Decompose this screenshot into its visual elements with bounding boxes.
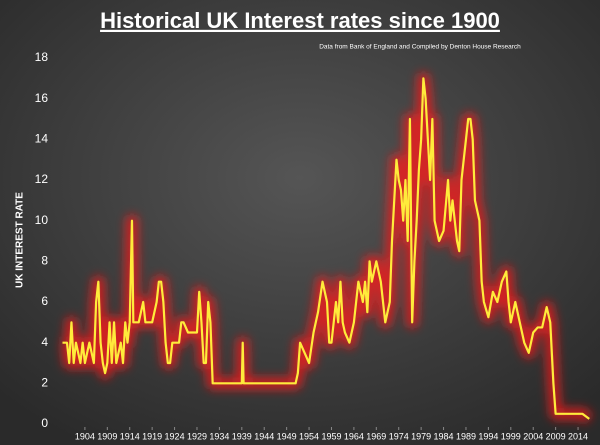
x-tick-label: 1914 <box>120 431 140 441</box>
y-tick-label: 8 <box>41 254 48 268</box>
x-tick-label: 1924 <box>165 431 185 441</box>
x-tick-label: 1979 <box>411 431 431 441</box>
x-tick-label: 1904 <box>75 431 95 441</box>
y-tick-label: 0 <box>41 416 48 430</box>
x-tick-label: 1934 <box>209 431 229 441</box>
x-tick-label: 1989 <box>456 431 476 441</box>
x-tick-label: 2004 <box>523 431 543 441</box>
x-tick-label: 1999 <box>501 431 521 441</box>
y-axis-label: UK INTEREST RATE <box>15 192 26 288</box>
x-tick-label: 1959 <box>321 431 341 441</box>
x-tick-label: 1909 <box>97 431 117 441</box>
x-tick-label: 1974 <box>389 431 409 441</box>
y-tick-label: 10 <box>35 213 49 227</box>
line <box>62 77 590 420</box>
chart-title: Historical UK Interest rates since 1900 <box>100 8 500 33</box>
x-tick-label: 1939 <box>232 431 252 441</box>
x-tick-label: 1964 <box>344 431 364 441</box>
x-tick-label: 1969 <box>366 431 386 441</box>
x-tick-label: 1994 <box>478 431 498 441</box>
x-tick-label: 1929 <box>187 431 207 441</box>
y-tick-label: 14 <box>35 132 49 146</box>
x-tick-label: 1919 <box>142 431 162 441</box>
y-tick-label: 12 <box>35 172 49 186</box>
x-tick-label: 1944 <box>254 431 274 441</box>
y-tick-label: 18 <box>35 50 49 64</box>
x-tick-label: 2009 <box>546 431 566 441</box>
y-tick-label: 16 <box>35 91 49 105</box>
y-tick-label: 4 <box>41 335 48 349</box>
x-tick-label: 2014 <box>568 431 588 441</box>
x-tick-label: 1949 <box>277 431 297 441</box>
y-tick-label: 2 <box>41 376 48 390</box>
chart-subtitle: Data from Bank of England and Compiled b… <box>319 44 521 51</box>
x-tick-label: 1954 <box>299 431 319 441</box>
y-tick-label: 6 <box>41 294 48 308</box>
x-tick-label: 1984 <box>434 431 454 441</box>
